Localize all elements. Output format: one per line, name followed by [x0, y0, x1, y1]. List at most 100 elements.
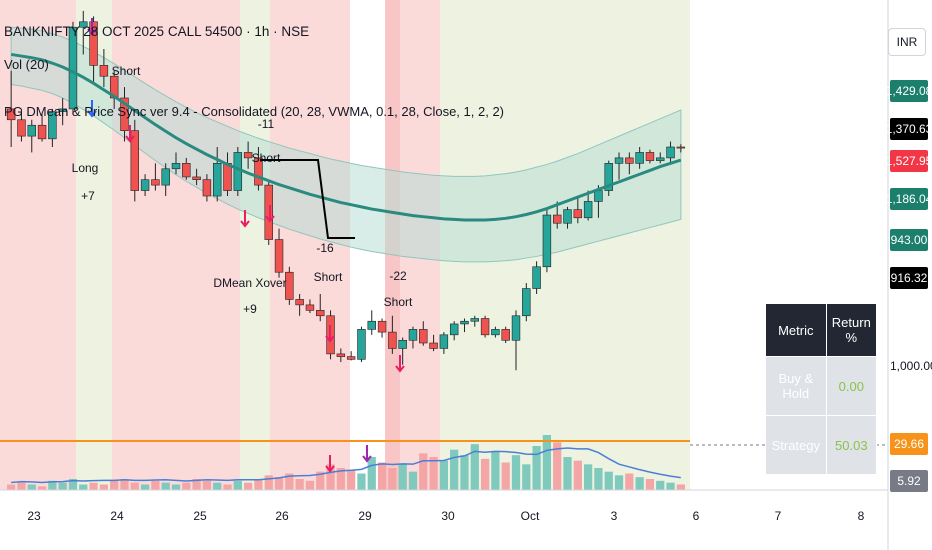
candle-body [130, 130, 140, 191]
volume-bar [316, 471, 325, 490]
price-tag: 29.66 [890, 433, 928, 455]
trade-annotation: Short [384, 295, 413, 309]
volume-bar [604, 471, 613, 490]
metrics-table: Metric Return % Buy & Hold 0.00 Strategy… [765, 303, 878, 475]
candle-body [305, 304, 315, 311]
candle-body [604, 163, 613, 191]
candle-body [202, 179, 212, 197]
candle-body [656, 157, 665, 161]
trade-annotation: -22 [389, 269, 407, 283]
volume-bar [336, 468, 345, 490]
signal-arrow-icon [362, 445, 372, 463]
candle-body [666, 146, 675, 159]
volume-bar [110, 480, 119, 490]
candle-body [6, 108, 16, 121]
x-tick-label: 30 [441, 509, 455, 523]
candle-body [316, 310, 325, 317]
volume-bar [171, 484, 181, 490]
candle-body [439, 334, 449, 349]
candle-body [419, 329, 428, 344]
candle-body [17, 119, 26, 137]
volume-bar [645, 479, 655, 490]
volume-bar [120, 479, 129, 490]
x-tick-label: 29 [358, 509, 372, 523]
volume-bar [79, 484, 88, 490]
volume-bar [130, 482, 139, 490]
candle-body [120, 97, 129, 131]
x-tick-label: 8 [858, 509, 865, 523]
volume-bar [223, 484, 232, 490]
candle-body [336, 353, 346, 357]
volume-bar [377, 462, 387, 490]
candle-body [645, 152, 655, 161]
volume-bar [511, 455, 521, 490]
candle-body [171, 163, 181, 170]
volume-bar [151, 480, 160, 490]
currency-selector[interactable]: INR [888, 28, 926, 56]
volume-bar [68, 479, 78, 490]
price-tag: 1,429.08 [886, 80, 932, 102]
volume-legend: Vol (20) [4, 57, 49, 72]
trade-annotation: DMean Xover [213, 276, 286, 290]
volume-bar [439, 460, 448, 490]
volume-bar [27, 484, 36, 490]
candle-body [614, 157, 624, 164]
moving-average-line [10, 52, 682, 222]
price-axis-label: 1,000.00 [890, 359, 932, 373]
candle-body [68, 26, 78, 110]
volume-bar [17, 482, 26, 490]
price-tag: 916.32 [890, 267, 928, 289]
trade-annotation: Short [314, 270, 343, 284]
volume-bar [666, 482, 675, 490]
candle-body [480, 318, 490, 336]
volume-bar [388, 468, 397, 490]
candle-body [151, 179, 160, 186]
volume-bar [542, 435, 552, 490]
volume-bar [233, 480, 242, 490]
signal-arrow-icon [240, 210, 250, 228]
x-tick-label: 25 [193, 509, 207, 523]
volume-bar [244, 482, 253, 490]
volume-bar [656, 480, 665, 490]
price-tag: 1,186.04 [886, 188, 932, 210]
x-tick-label: Oct [521, 509, 540, 523]
volume-bar [48, 480, 57, 490]
candle-body [470, 318, 480, 322]
candle-body [212, 163, 222, 197]
price-tag: 1,527.95 [886, 150, 932, 172]
volume-bar [635, 477, 644, 490]
metrics-header-return: Return % [825, 303, 878, 357]
volume-bar [285, 473, 294, 490]
trade-annotation: +9 [243, 302, 257, 316]
signal-arrow-icon [87, 100, 97, 118]
volume-bar [450, 449, 459, 490]
candle-body [583, 201, 593, 219]
volume-bar [58, 482, 67, 490]
trade-annotation: Short [112, 64, 141, 78]
trade-annotation: -11 [258, 117, 275, 131]
volume-bar [347, 469, 356, 490]
candle-body [501, 329, 510, 341]
candle-body [254, 157, 263, 186]
candle-body [552, 214, 562, 224]
volume-bar [676, 484, 685, 490]
volume-bar [522, 464, 531, 490]
candle-body [429, 342, 438, 349]
candle-body [532, 266, 541, 289]
volume-bar [553, 442, 562, 490]
volume-bar [532, 446, 541, 490]
volume-bar [89, 482, 98, 490]
x-tick-label: 3 [611, 509, 618, 523]
dmean-band [10, 26, 682, 263]
trade-annotation: -16 [316, 241, 334, 255]
metrics-header-metric: Metric [765, 303, 827, 357]
candle-body [542, 214, 552, 268]
candle-body [511, 315, 521, 341]
volume-bar [501, 462, 510, 490]
price-tag: 943.00 [890, 229, 928, 251]
candle-body [192, 176, 201, 180]
volume-bar [213, 482, 222, 490]
volume-bar [274, 477, 284, 490]
volume-bar [295, 479, 304, 490]
